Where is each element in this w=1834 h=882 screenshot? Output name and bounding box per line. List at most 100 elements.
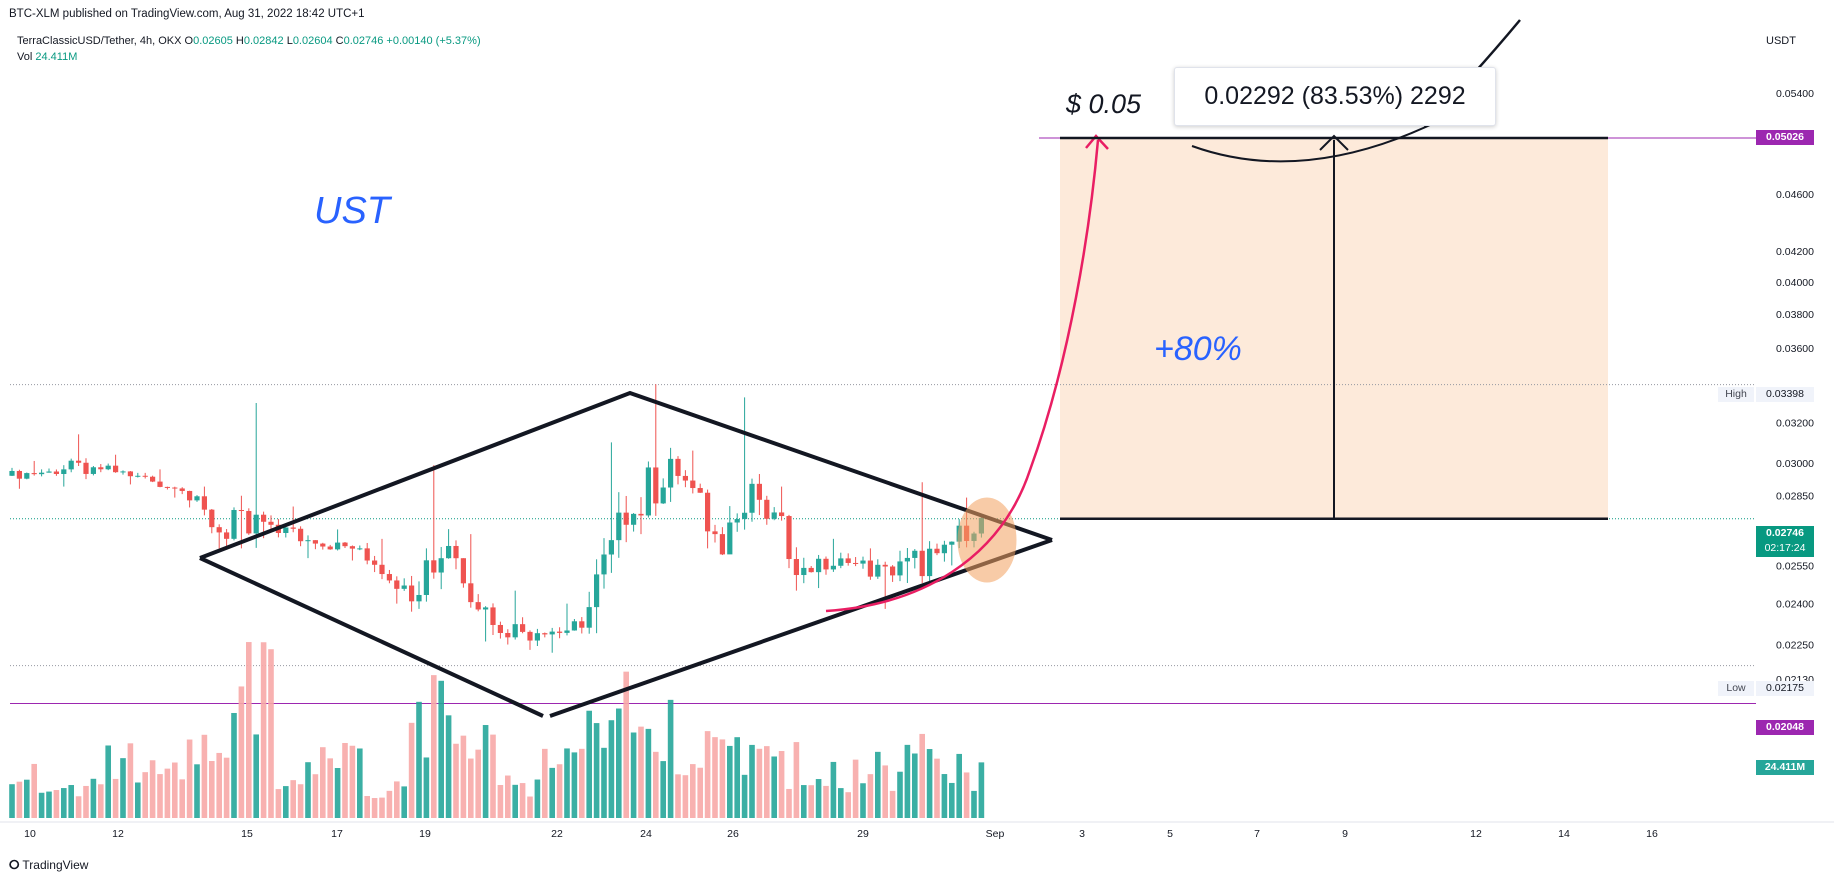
time-tick-label: 9 [1342, 828, 1348, 840]
volume-bar [46, 791, 52, 818]
currency-label[interactable]: USDT [1766, 35, 1796, 47]
candle-body [446, 545, 452, 559]
candle-body [372, 560, 378, 565]
volume-bar [460, 735, 467, 818]
candle-body [749, 483, 755, 513]
volume-bar [867, 774, 874, 818]
time-tick-label: Sep [986, 828, 1005, 840]
volume-bar [882, 765, 888, 818]
ust-annotation[interactable]: UST [314, 190, 390, 232]
volume-bar [786, 788, 792, 818]
open-label: O [184, 35, 194, 47]
candle-body [927, 548, 933, 577]
candle-body [919, 550, 925, 577]
price-tick-label: 0.02250 [1776, 639, 1814, 651]
candle-body [76, 460, 82, 463]
candle-body [838, 558, 844, 566]
candle-body [719, 534, 725, 555]
candle-body [534, 633, 540, 641]
candle-body [623, 512, 629, 525]
volume-bar [497, 785, 504, 818]
volume-bar [719, 739, 726, 818]
symbol-name[interactable]: TerraClassicUSD/Tether, 4h, OKX [17, 35, 182, 47]
volume-bar [98, 784, 104, 818]
candle-body [68, 460, 74, 470]
candle-body [793, 559, 799, 576]
volume-bar [519, 783, 526, 818]
open-value: 0.02605 [193, 35, 233, 47]
candle-body [845, 558, 851, 563]
volume-bar [149, 760, 156, 818]
volume-bar [246, 642, 252, 818]
close-value: 0.02746 [343, 35, 384, 47]
volume-bar [645, 728, 652, 818]
time-tick-label: 3 [1079, 828, 1085, 840]
candle-body [631, 513, 637, 525]
volume-bar [638, 726, 644, 818]
volume-tag: 24.411M [1756, 760, 1814, 775]
candle-body [527, 631, 533, 641]
candle-body [571, 621, 577, 631]
candle-body [816, 558, 822, 573]
measure-arc [1191, 124, 1431, 163]
candle-body [364, 548, 370, 561]
candle-body [727, 522, 733, 555]
volume-bar [808, 785, 814, 818]
candle-body [231, 509, 237, 539]
time-tick-label: 24 [640, 828, 652, 840]
measure-box[interactable]: 0.02292 (83.53%) 2292 [1174, 67, 1496, 126]
price-tick-label: 0.04000 [1776, 277, 1814, 289]
candle-body [24, 473, 30, 479]
candle-body [949, 541, 955, 545]
candle-body [39, 472, 45, 475]
volume-bar [172, 762, 178, 818]
volume-bar [778, 751, 785, 818]
volume-bar [815, 779, 822, 818]
current-price-tag: 0.02746 02:17:24 [1756, 526, 1814, 557]
candle-body [564, 630, 570, 633]
volume-bar [897, 771, 903, 818]
publish-info: BTC-XLM published on TradingView.com, Au… [9, 8, 365, 20]
low-label-tag: Low [1718, 681, 1754, 696]
volume-bar [135, 782, 141, 818]
volume-bar [963, 772, 970, 818]
percent-annotation[interactable]: +80% [1154, 330, 1242, 368]
volume-bar [505, 775, 511, 818]
price-axis[interactable]: 0.05400 0.04600 0.04200 0.04000 0.03800 0.036… [1776, 88, 1814, 778]
candle-body [83, 462, 89, 474]
candle-body [261, 514, 267, 522]
volume-bar [838, 788, 844, 818]
volume-bar [408, 722, 415, 818]
volume-bar [534, 779, 541, 818]
volume-bar [16, 781, 23, 818]
candle-body [830, 565, 836, 570]
candle-body [890, 566, 896, 576]
brand-name: TradingView [22, 858, 89, 872]
candle-body [505, 632, 511, 638]
price-tick-label: 0.03800 [1776, 309, 1814, 321]
price-tick-label: 0.02850 [1776, 490, 1814, 502]
volume-bar [875, 751, 881, 818]
candle-body [438, 558, 444, 573]
target-price-annotation[interactable]: $ 0.05 [1066, 89, 1142, 119]
candle-body [497, 624, 503, 633]
volume-bar [564, 748, 570, 818]
tradingview-logo-icon: ⭘ [9, 857, 19, 872]
diamond-upper-edge [199, 390, 1053, 560]
candle-body [201, 496, 207, 510]
candle-body [867, 560, 873, 577]
time-tick-label: 12 [1470, 828, 1482, 840]
candle-body [675, 458, 681, 476]
price-tick-label: 0.02400 [1776, 599, 1814, 611]
diamond-lower-left-edge [199, 556, 544, 718]
time-axis[interactable]: 10 12 15 17 19 22 24 26 29 Sep 3 5 7 9 12 14 16 [0, 821, 1834, 840]
volume-bar [379, 797, 385, 818]
volume-bar [667, 699, 674, 818]
volume-bar [186, 739, 193, 818]
candle-body [187, 490, 193, 501]
volume-bar [297, 784, 304, 818]
volume-bar [445, 715, 452, 818]
volume-bar [978, 762, 985, 818]
volume-bar [223, 757, 230, 818]
